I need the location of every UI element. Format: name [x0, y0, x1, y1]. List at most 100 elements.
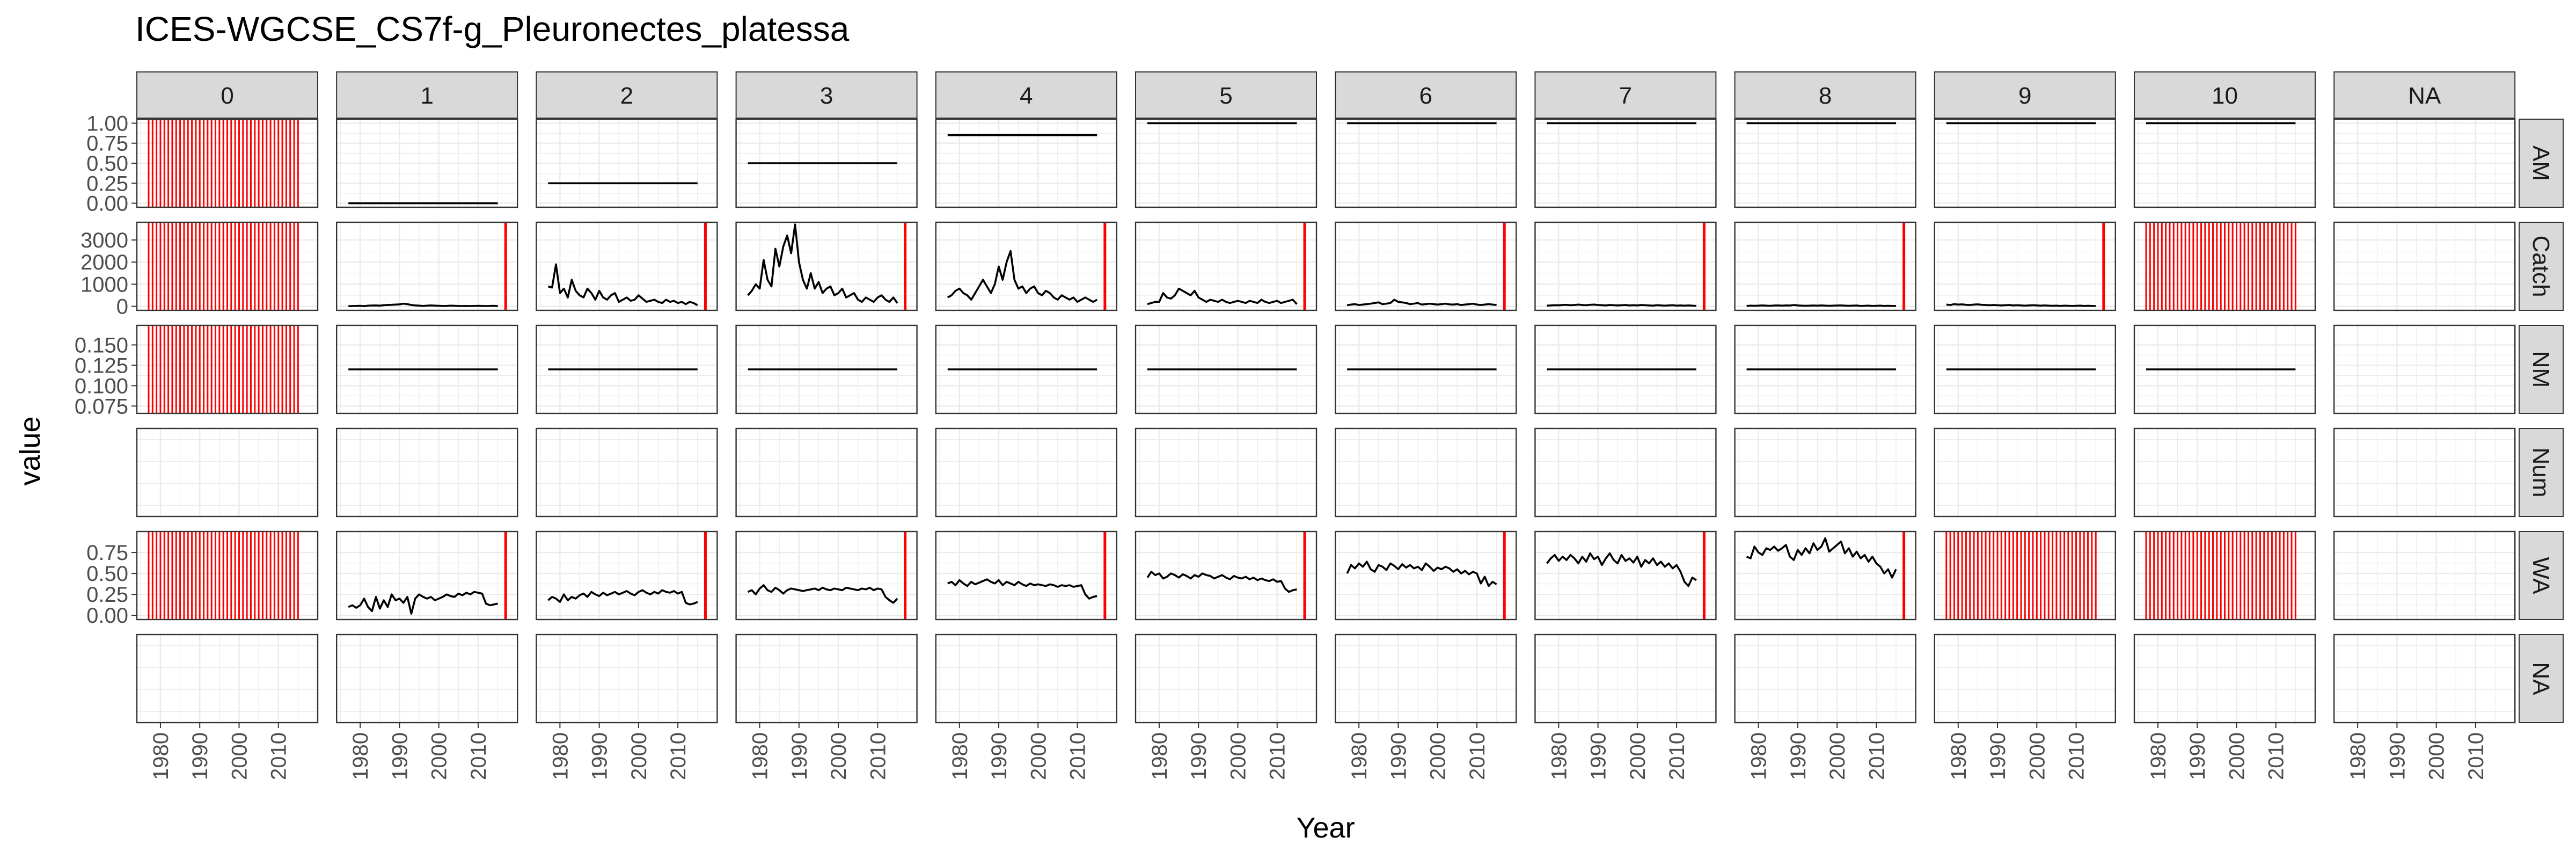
facet-panel	[336, 427, 518, 518]
panel-background	[1535, 222, 1716, 310]
y-tick-label: 2000	[80, 251, 128, 274]
panel-border	[136, 634, 319, 724]
y-tick-label: 0.125	[75, 354, 128, 377]
x-tick-label: 1990	[188, 732, 212, 780]
panel-border	[1135, 634, 1318, 724]
panel-background	[1535, 428, 1716, 516]
facet-panel	[536, 427, 718, 518]
panel-border	[735, 530, 918, 621]
x-tick-label: 2000	[1426, 732, 1450, 780]
panel-border	[735, 324, 918, 414]
panel-border	[1334, 324, 1517, 414]
x-tick-label: 1980	[749, 732, 772, 780]
panel-background	[1934, 428, 2116, 516]
x-tick-label: 2010	[1466, 732, 1489, 780]
panel-background	[536, 428, 718, 516]
y-tick-label: 0.00	[86, 192, 128, 216]
facet-strip-col-label: 2	[620, 83, 633, 109]
panel-border	[735, 118, 918, 208]
panel-border	[336, 221, 518, 311]
x-tick-label: 1980	[1947, 732, 1971, 780]
panel-border	[536, 427, 718, 518]
panel-border	[336, 118, 518, 208]
facet-panel	[2133, 427, 2316, 518]
facet-panel	[2133, 324, 2316, 414]
panel-background	[935, 532, 1117, 620]
x-tick-label: 2010	[1066, 732, 1090, 780]
facet-panel	[1734, 530, 1916, 621]
facet-panel	[1934, 118, 2117, 208]
facet-strip-row	[2519, 119, 2564, 208]
panel-border	[2333, 427, 2516, 518]
facet-panel	[136, 324, 319, 414]
facet-panel	[1734, 324, 1916, 414]
panel-border	[1334, 118, 1517, 208]
panel-border	[336, 427, 518, 518]
facet-strip-col-label: NA	[2408, 83, 2441, 109]
facet-panel	[1734, 221, 1916, 311]
panel-border	[2133, 221, 2316, 311]
panel-border	[1534, 634, 1717, 724]
series-line	[1746, 304, 1897, 307]
x-tick-label: 2000	[2025, 732, 2049, 780]
series-line	[1746, 537, 1897, 579]
x-tick-label: 1990	[2385, 732, 2409, 780]
x-tick-label: 1980	[149, 732, 173, 780]
panel-border	[1135, 221, 1318, 311]
facet-panel	[1934, 324, 2117, 414]
facet-panel	[1534, 221, 1717, 311]
series-line	[947, 578, 1097, 600]
x-tick-label: 1980	[948, 732, 972, 780]
panel-border	[1934, 324, 2117, 414]
panel-border	[1934, 530, 2117, 621]
facet-strip-col	[336, 71, 518, 119]
facet-strip-col	[1734, 71, 1916, 119]
facet-panel	[136, 427, 319, 518]
facet-panel	[536, 530, 718, 621]
facet-panel	[2333, 221, 2516, 311]
series-line	[1346, 299, 1497, 307]
facet-panel	[2133, 634, 2316, 724]
panel-background	[2334, 428, 2515, 516]
x-tick-label: 2000	[1027, 732, 1050, 780]
panel-background	[1335, 532, 1517, 620]
series-line	[747, 584, 898, 604]
panel-border	[136, 427, 319, 518]
facet-strip-col-label: 9	[2018, 83, 2031, 109]
facet-strip-col-label: 8	[1819, 83, 1832, 109]
panel-background	[736, 532, 917, 620]
facet-panel	[735, 221, 918, 311]
panel-background	[336, 222, 518, 310]
facet-strip-row-label: Catch	[2528, 236, 2554, 297]
x-tick-label: 2000	[2425, 732, 2449, 780]
panel-border	[536, 530, 718, 621]
x-tick-label: 1980	[1547, 732, 1571, 780]
panel-border	[536, 324, 718, 414]
facet-panel	[136, 118, 319, 208]
facet-strip-col	[1135, 71, 1317, 119]
panel-border	[1734, 221, 1916, 311]
panel-background	[1335, 428, 1517, 516]
panel-background	[1934, 635, 2116, 723]
facet-strip-col	[136, 71, 318, 119]
facet-panel	[2133, 221, 2316, 311]
facet-strip-col-label: 10	[2212, 83, 2238, 109]
facet-strip-row	[2519, 222, 2564, 311]
chart-title: ICES-WGCSE_CS7f-g_Pleuronectes_platessa	[135, 10, 850, 48]
series-line	[747, 223, 898, 304]
y-axis-label: value	[14, 416, 46, 485]
x-tick-label: 1990	[1787, 732, 1810, 780]
facet-panel	[336, 221, 518, 311]
facet-strip-row	[2519, 325, 2564, 414]
facet-panel	[336, 324, 518, 414]
y-tick-label: 1000	[80, 273, 128, 296]
facet-panel	[336, 118, 518, 208]
x-tick-label: 1990	[1587, 732, 1611, 780]
x-axis-label: Year	[1296, 812, 1355, 844]
panel-border	[2333, 530, 2516, 621]
panel-border	[2333, 118, 2516, 208]
panel-border	[536, 221, 718, 311]
panel-border	[935, 118, 1118, 208]
x-tick-label: 1990	[1387, 732, 1410, 780]
